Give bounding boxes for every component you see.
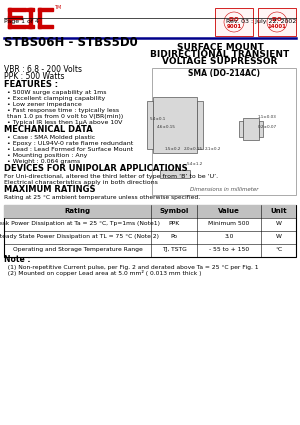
Text: (1) Non-repetitive Current pulse, per Fig. 2 and derated above Ta = 25 °C per Fi: (1) Non-repetitive Current pulse, per Fi… xyxy=(4,265,259,270)
Text: DEVICES FOR UNIPOLAR APPLICATIONS: DEVICES FOR UNIPOLAR APPLICATIONS xyxy=(4,164,188,173)
Text: Value: Value xyxy=(218,207,240,213)
Bar xyxy=(8,8,11,28)
Bar xyxy=(239,121,243,137)
Text: • Excellent clamping capability: • Excellent clamping capability xyxy=(7,96,105,101)
Text: ISO: ISO xyxy=(229,17,239,22)
Bar xyxy=(153,97,197,153)
Text: 1.5±0.2: 1.5±0.2 xyxy=(165,147,181,151)
Text: 14001: 14001 xyxy=(268,23,286,28)
Text: Unit: Unit xyxy=(270,207,287,213)
Text: Note :: Note : xyxy=(4,255,31,264)
Bar xyxy=(38,25,53,28)
Text: BIDIRECTIONAL TRANSIENT: BIDIRECTIONAL TRANSIENT xyxy=(150,50,290,59)
Text: ISO: ISO xyxy=(272,17,282,22)
Text: FEATURES :: FEATURES : xyxy=(4,80,58,89)
Text: W: W xyxy=(275,234,281,239)
Text: °C: °C xyxy=(275,247,282,252)
Text: • Mounting position : Any: • Mounting position : Any xyxy=(7,153,87,158)
Bar xyxy=(29,8,32,28)
Text: • Weight : 0.064 grams: • Weight : 0.064 grams xyxy=(7,159,80,164)
Text: MECHANICAL DATA: MECHANICAL DATA xyxy=(4,125,93,134)
Text: VBR : 6.8 - 200 Volts: VBR : 6.8 - 200 Volts xyxy=(4,65,82,74)
Text: Steady State Power Dissipation at TL = 75 °C (Note 2): Steady State Power Dissipation at TL = 7… xyxy=(0,234,159,239)
Text: VOLTAGE SUPPRESSOR: VOLTAGE SUPPRESSOR xyxy=(162,57,278,66)
Text: Electrical characteristics apply in both directions: Electrical characteristics apply in both… xyxy=(4,180,158,185)
Text: 9001: 9001 xyxy=(226,23,242,28)
Text: 2.0±0.15: 2.0±0.15 xyxy=(184,147,202,151)
Text: Rating: Rating xyxy=(65,207,91,213)
Text: TM: TM xyxy=(54,5,61,10)
Text: 0.2±0.07: 0.2±0.07 xyxy=(257,125,277,129)
Text: (2) Mounted on copper Lead area at 5.0 mm² ( 0.013 mm thick ): (2) Mounted on copper Lead area at 5.0 m… xyxy=(4,270,202,276)
Text: 3.0: 3.0 xyxy=(224,234,233,239)
Text: Rating at 25 °C ambient temperature unless otherwise specified.: Rating at 25 °C ambient temperature unle… xyxy=(4,195,200,200)
Text: • Fast response time : typically less: • Fast response time : typically less xyxy=(7,108,119,113)
Bar xyxy=(215,8,253,36)
Text: Rev. 03 : July 22, 2002: Rev. 03 : July 22, 2002 xyxy=(226,19,296,24)
Text: • Case : SMA Molded plastic: • Case : SMA Molded plastic xyxy=(7,135,95,140)
Text: W: W xyxy=(275,221,281,226)
Bar xyxy=(147,101,153,149)
Text: PPK: PPK xyxy=(169,221,180,226)
Text: Peak Power Dissipation at Ta = 25 °C, Tp=1ms (Note1): Peak Power Dissipation at Ta = 25 °C, Tp… xyxy=(0,221,160,226)
Text: 5.4±1.2: 5.4±1.2 xyxy=(187,162,203,166)
Text: MAXIMUM RATINGS: MAXIMUM RATINGS xyxy=(4,185,95,194)
Bar xyxy=(160,170,190,178)
Text: TJ, TSTG: TJ, TSTG xyxy=(162,247,187,252)
Text: Dimensions in millimeter: Dimensions in millimeter xyxy=(190,187,258,192)
Text: STBS06H - STBS5D0: STBS06H - STBS5D0 xyxy=(4,36,138,49)
Bar xyxy=(258,8,296,36)
Bar xyxy=(38,8,41,28)
Bar xyxy=(8,16,22,19)
Text: 5.4±0.1: 5.4±0.1 xyxy=(150,117,166,121)
Text: than 1.0 ps from 0 volt to V(BR(min)): than 1.0 ps from 0 volt to V(BR(min)) xyxy=(7,114,123,119)
Text: SMA (DO-214AC): SMA (DO-214AC) xyxy=(188,69,260,78)
Text: • 500W surge capability at 1ms: • 500W surge capability at 1ms xyxy=(7,90,106,95)
Text: For Uni-directional, altered the third letter of type from ‘B’ to be ‘U’.: For Uni-directional, altered the third l… xyxy=(4,174,218,179)
Bar xyxy=(8,8,26,11)
Text: Symbol: Symbol xyxy=(159,207,189,213)
Text: SURFACE MOUNT: SURFACE MOUNT xyxy=(177,43,263,52)
Text: 2.1±0.2: 2.1±0.2 xyxy=(205,147,221,151)
Text: • Low zener impedance: • Low zener impedance xyxy=(7,102,82,107)
Text: 1.1±0.03: 1.1±0.03 xyxy=(258,115,276,119)
Bar xyxy=(27,8,34,11)
Text: PPK : 500 Watts: PPK : 500 Watts xyxy=(4,72,64,81)
Bar xyxy=(152,68,296,195)
Text: • Typical IR less then 1μA above 10V: • Typical IR less then 1μA above 10V xyxy=(7,120,122,125)
Text: • Lead : Lead Formed for Surface Mount: • Lead : Lead Formed for Surface Mount xyxy=(7,147,133,152)
Text: 4.6±0.15: 4.6±0.15 xyxy=(157,125,175,129)
Text: Operating and Storage Temperature Range: Operating and Storage Temperature Range xyxy=(13,247,142,252)
Bar xyxy=(4,205,296,257)
Text: Page 1 of 4: Page 1 of 4 xyxy=(4,19,39,24)
Text: • Epoxy : UL94V-0 rate flame redundant: • Epoxy : UL94V-0 rate flame redundant xyxy=(7,141,133,146)
Bar xyxy=(8,25,26,28)
Bar xyxy=(27,25,34,28)
Bar xyxy=(243,118,259,140)
Bar xyxy=(259,121,263,137)
Bar xyxy=(4,205,296,218)
Text: Minimum 500: Minimum 500 xyxy=(208,221,250,226)
Bar xyxy=(38,8,53,11)
Text: - 55 to + 150: - 55 to + 150 xyxy=(209,247,249,252)
Text: Po: Po xyxy=(170,234,178,239)
Bar xyxy=(197,101,203,149)
